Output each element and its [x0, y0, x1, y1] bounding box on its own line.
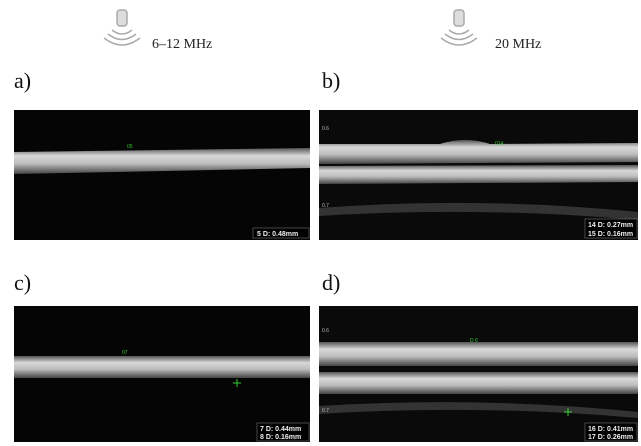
transducer-icon [440, 9, 478, 46]
marker: 07 [122, 350, 128, 356]
measurement: 7 D: 0.44mm [260, 426, 301, 433]
frequency-label: 20 MHz [495, 37, 541, 52]
transducer-icon [103, 9, 141, 46]
panel-label: a) [14, 68, 31, 93]
measurement: 14 D: 0.27mm [588, 222, 633, 229]
measurement: 15 D: 0.16mm [588, 231, 633, 238]
ultrasound-image: 05 5 D: 0.48mm [14, 110, 310, 240]
measurement: 16 D: 0.41mm [588, 426, 633, 433]
depth-label: 0.7 [322, 408, 329, 414]
depth-label: 0.6 [322, 328, 329, 334]
panel-label: d) [322, 270, 340, 295]
ultrasound-image: 014 0.6 0.7 14 D: 0.27mm 15 D: 0.16mm [319, 110, 638, 240]
measurement: 5 D: 0.48mm [257, 231, 298, 238]
panel-label: c) [14, 270, 31, 295]
panel-label: b) [322, 68, 340, 93]
frequency-label: 6–12 MHz [152, 37, 212, 52]
marker: 014 [495, 141, 504, 147]
measurement: 17 D: 0.26mm [588, 434, 633, 441]
marker: 05 [127, 144, 133, 150]
depth-label: 0.6 [322, 126, 329, 132]
ultrasound-image: 07 7 D: 0.44mm 8 D: 0.16mm [14, 306, 310, 442]
measurement: 8 D: 0.16mm [260, 434, 301, 441]
marker: D 6 [470, 338, 478, 344]
depth-label: 0.7 [322, 203, 329, 209]
ultrasound-image: D 6 0.6 0.7 16 D: 0.41mm 17 D: 0.26mm [319, 306, 638, 442]
